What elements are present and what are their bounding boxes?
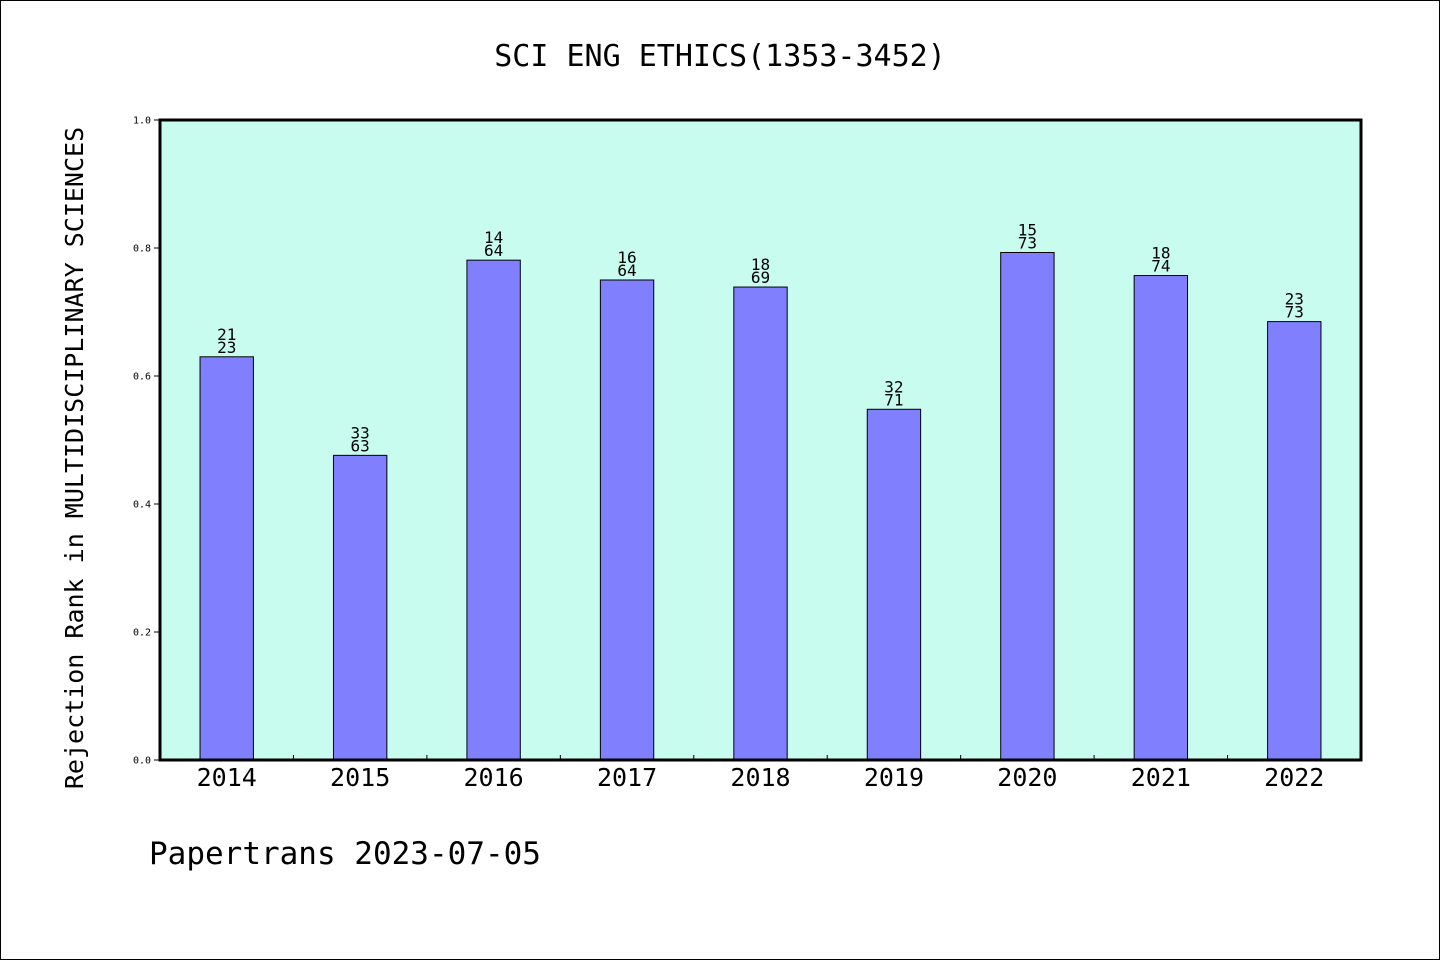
x-tick-label: 2014 xyxy=(197,763,257,792)
bar-2015 xyxy=(332,454,388,761)
bar-2020 xyxy=(1000,251,1055,761)
x-axis: 2014 2015 2016 2017 2018 2019 2020 2021 2022 xyxy=(197,755,1324,792)
x-tick-label: 2022 xyxy=(1264,763,1324,792)
x-tick-label: 2019 xyxy=(864,763,924,792)
x-tick-label: 2017 xyxy=(597,763,657,792)
bar-2014 xyxy=(199,356,254,761)
y-axis: 0.0 0.2 0.4 0.6 0.8 1.0 xyxy=(133,116,160,767)
y-tick-label: 0.4 xyxy=(133,500,151,511)
y-tick-label: 0.6 xyxy=(133,372,151,383)
bar-data-label: 63 xyxy=(351,436,370,455)
y-tick-label: 0.0 xyxy=(133,756,151,767)
bar-data-label: 23 xyxy=(217,338,236,357)
bar-data-label: 64 xyxy=(617,261,636,280)
chart-title: SCI ENG ETHICS(1353-3452) xyxy=(494,39,946,74)
bar-2017 xyxy=(599,279,655,761)
bar-data-label: 14 xyxy=(484,228,503,247)
x-tick-label: 2016 xyxy=(464,763,524,792)
bar-data-label: 32 xyxy=(884,377,903,396)
bar-2019 xyxy=(866,408,922,761)
y-axis-label: Rejection Rank in MULTIDISCIPLINARY SCIE… xyxy=(60,127,89,789)
bar-data-label: 73 xyxy=(1018,233,1037,252)
bar-2016 xyxy=(466,259,521,761)
x-tick-label: 2018 xyxy=(730,763,790,792)
footer-credit: Papertrans 2023-07-05 xyxy=(149,836,541,872)
y-tick-label: 0.2 xyxy=(133,628,151,639)
bar-2018 xyxy=(733,286,788,761)
bar-data-label: 18 xyxy=(1151,244,1170,263)
bar-data-label: 18 xyxy=(751,255,770,274)
y-tick-label: 0.8 xyxy=(133,244,151,255)
bar-data-label: 69 xyxy=(751,268,770,287)
x-tick-label: 2021 xyxy=(1131,763,1191,792)
bar-2022 xyxy=(1267,321,1322,761)
bar-data-label: 21 xyxy=(217,325,236,344)
bar-data-label: 16 xyxy=(617,248,636,267)
bar-data-label: 64 xyxy=(484,241,503,260)
bar-data-label: 73 xyxy=(1285,303,1304,322)
bar-data-label: 71 xyxy=(884,390,903,409)
bar-2021 xyxy=(1133,275,1189,761)
x-tick-label: 2015 xyxy=(330,763,390,792)
x-tick-label: 2020 xyxy=(997,763,1057,792)
bar-data-label: 15 xyxy=(1018,220,1037,239)
plot-border xyxy=(158,118,1363,762)
y-tick-label: 1.0 xyxy=(133,116,151,127)
bar-data-label: 23 xyxy=(1285,290,1304,309)
bar-data-label: 74 xyxy=(1151,257,1170,276)
bar-series xyxy=(199,251,1322,761)
bar-data-label: 33 xyxy=(351,423,370,442)
